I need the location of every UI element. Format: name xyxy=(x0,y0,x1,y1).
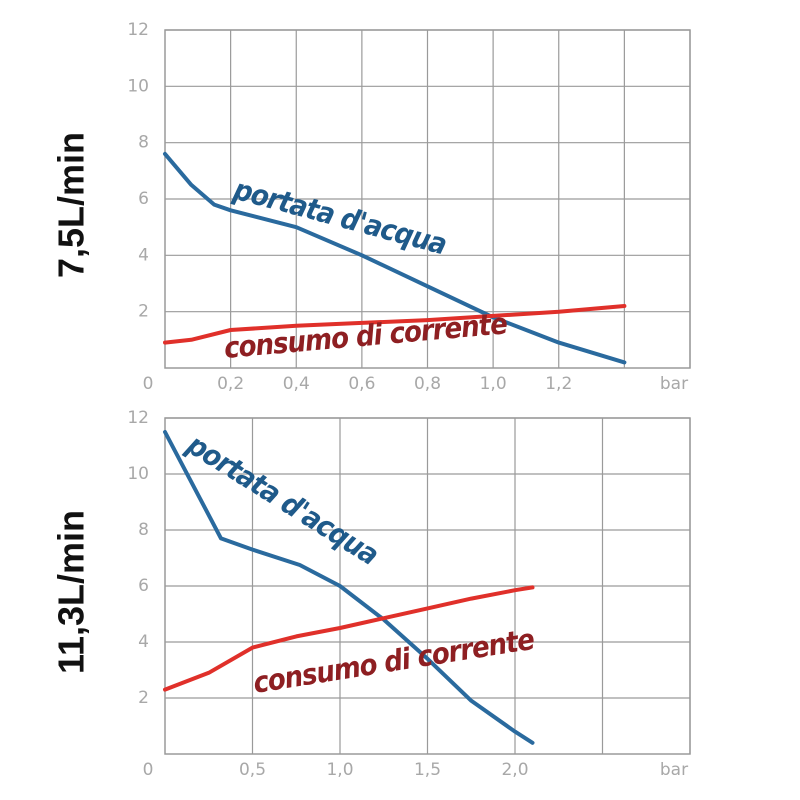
x-tick-label: 1,0 xyxy=(326,760,353,780)
x-tick-label: 0,5 xyxy=(239,760,266,780)
series-label: portata d'acqua xyxy=(180,427,384,572)
series-label: consumo di corrente xyxy=(251,622,537,700)
x-tick-label: 0 xyxy=(143,374,154,394)
y-tick-label: 2 xyxy=(138,688,149,708)
x-tick-label: 1,0 xyxy=(480,374,507,394)
y-tick-label: 4 xyxy=(138,245,149,265)
x-tick-label: 2,0 xyxy=(501,760,528,780)
y-tick-label: 4 xyxy=(138,632,149,652)
series-line xyxy=(163,151,627,365)
x-tick-label: 0,8 xyxy=(414,374,441,394)
y-tick-label: 8 xyxy=(138,133,149,153)
y-tick-label: 10 xyxy=(127,76,149,96)
y-tick-label: 10 xyxy=(127,464,149,484)
y-tick-label: 6 xyxy=(138,189,149,209)
y-tick-label: 12 xyxy=(127,20,149,40)
series-line xyxy=(163,585,535,692)
x-axis-label: bar xyxy=(660,760,688,780)
y-tick-label: 6 xyxy=(138,576,149,596)
x-axis-label: bar xyxy=(660,374,688,394)
series-line xyxy=(163,430,535,745)
x-tick-label: 1,2 xyxy=(545,374,572,394)
series-line xyxy=(163,304,627,345)
x-tick-label: 0,4 xyxy=(283,374,310,394)
x-tick-label: 0,2 xyxy=(217,374,244,394)
y-axis-label: 7,5L/min xyxy=(51,132,92,278)
x-tick-label: 0,6 xyxy=(348,374,375,394)
x-tick-label: 0 xyxy=(143,760,154,780)
y-tick-label: 12 xyxy=(127,408,149,428)
series-label: consumo di corrente xyxy=(223,306,509,365)
x-tick-label: 1,5 xyxy=(414,760,441,780)
y-tick-label: 2 xyxy=(138,302,149,322)
y-axis-label: 11,3L/min xyxy=(51,510,92,674)
y-tick-label: 8 xyxy=(138,520,149,540)
